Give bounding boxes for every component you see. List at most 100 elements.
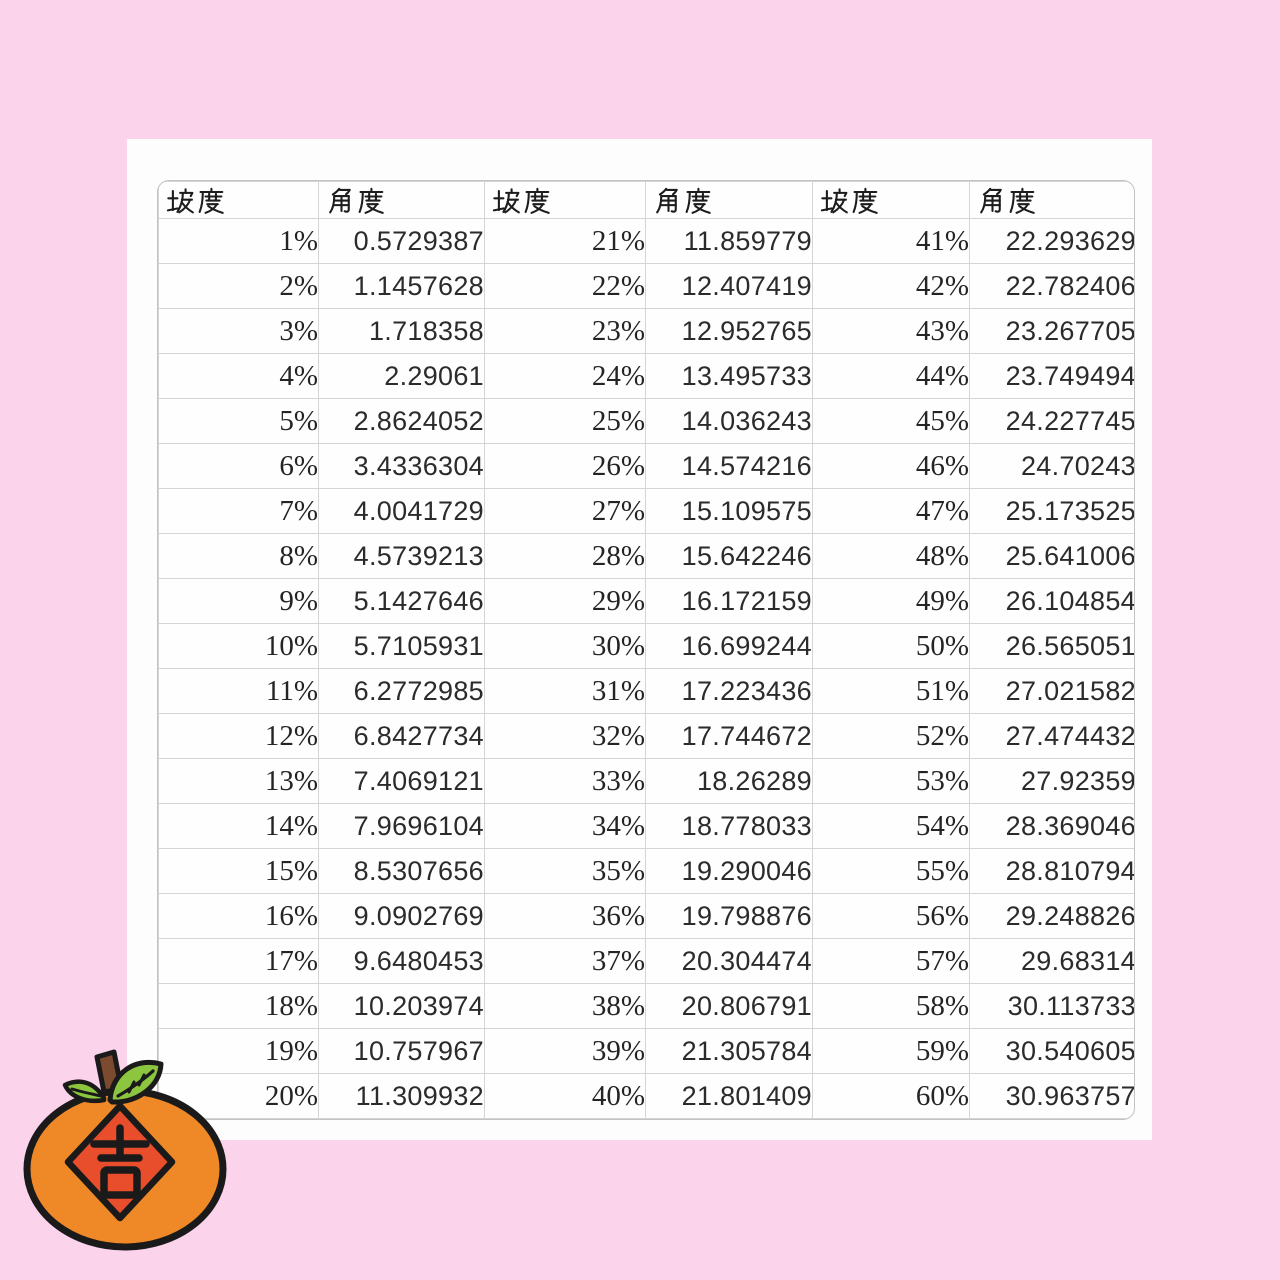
slope-cell: 59%: [812, 1028, 970, 1074]
slope-header-glyph: [820, 187, 878, 214]
table-row: 18% 10.203974 38% 20.806791 58% 30.113733: [158, 983, 1134, 1029]
angle-cell: 30.963757: [969, 1073, 1134, 1119]
table-row: 8% 4.5739213 28% 15.642246 48% 25.641006: [158, 533, 1134, 579]
slope-cell: 44%: [812, 353, 970, 399]
angle-cell: 25.641006: [969, 533, 1134, 579]
column-header-label: 坡度: [226, 184, 227, 185]
angle-cell: 27.021582: [969, 668, 1134, 714]
angle-cell: 20.304474: [645, 938, 813, 984]
column-header-angle-3: 角度: [969, 181, 1134, 219]
slope-cell: 4%: [158, 353, 319, 399]
slope-cell: 22%: [484, 263, 646, 309]
angle-cell: 1.1457628: [318, 263, 485, 309]
angle-cell: 18.26289: [645, 758, 813, 804]
conversion-table: 坡度 角度 坡度 角度: [158, 181, 1134, 1119]
slope-cell: 14%: [158, 803, 319, 849]
angle-cell: 19.798876: [645, 893, 813, 939]
angle-cell: 27.474432: [969, 713, 1134, 759]
column-header-slope-3: 坡度: [812, 181, 970, 219]
slope-cell: 33%: [484, 758, 646, 804]
slope-cell: 42%: [812, 263, 970, 309]
angle-cell: 23.749494: [969, 353, 1134, 399]
angle-cell: 21.305784: [645, 1028, 813, 1074]
slope-cell: 18%: [158, 983, 319, 1029]
slope-cell: 5%: [158, 398, 319, 444]
leaf-left-icon: [62, 1079, 107, 1103]
table-card: 坡度 角度 坡度 角度: [127, 139, 1152, 1140]
slope-cell: 43%: [812, 308, 970, 354]
slope-cell: 21%: [484, 218, 646, 264]
angle-cell: 24.227745: [969, 398, 1134, 444]
ji-character: [90, 1124, 150, 1199]
angle-cell: 21.801409: [645, 1073, 813, 1119]
angle-cell: 8.5307656: [318, 848, 485, 894]
column-header-label: 角度: [1037, 184, 1038, 185]
table-row: 6% 3.4336304 26% 14.574216 46% 24.70243: [158, 443, 1134, 489]
slope-cell: 36%: [484, 893, 646, 939]
slope-header-glyph: [492, 187, 550, 214]
angle-cell: 17.223436: [645, 668, 813, 714]
angle-cell: 22.782406: [969, 263, 1134, 309]
slope-cell: 28%: [484, 533, 646, 579]
slope-cell: 30%: [484, 623, 646, 669]
table-row: 5% 2.8624052 25% 14.036243 45% 24.227745: [158, 398, 1134, 444]
slope-cell: 1%: [158, 218, 319, 264]
slope-cell: 23%: [484, 308, 646, 354]
diamond-badge: [64, 1102, 176, 1222]
slope-cell: 32%: [484, 713, 646, 759]
angle-cell: 9.6480453: [318, 938, 485, 984]
table-row: 16% 9.0902769 36% 19.798876 56% 29.248826: [158, 893, 1134, 939]
angle-cell: 5.1427646: [318, 578, 485, 624]
slope-cell: 52%: [812, 713, 970, 759]
tangerine-mascot: [23, 1049, 227, 1251]
table-row: 14% 7.9696104 34% 18.778033 54% 28.369046: [158, 803, 1134, 849]
table-row: 15% 8.5307656 35% 19.290046 55% 28.810794: [158, 848, 1134, 894]
slope-cell: 46%: [812, 443, 970, 489]
angle-cell: 18.778033: [645, 803, 813, 849]
angle-cell: 23.267705: [969, 308, 1134, 354]
slope-cell: 49%: [812, 578, 970, 624]
table-row: 7% 4.0041729 27% 15.109575 47% 25.173525: [158, 488, 1134, 534]
angle-header-glyph: [656, 187, 711, 214]
angle-cell: 15.642246: [645, 533, 813, 579]
slope-cell: 57%: [812, 938, 970, 984]
slope-cell: 40%: [484, 1073, 646, 1119]
angle-cell: 5.7105931: [318, 623, 485, 669]
slope-cell: 47%: [812, 488, 970, 534]
angle-cell: 6.8427734: [318, 713, 485, 759]
angle-cell: 25.173525: [969, 488, 1134, 534]
slope-cell: 20%: [158, 1073, 319, 1119]
angle-cell: 12.407419: [645, 263, 813, 309]
slope-cell: 58%: [812, 983, 970, 1029]
slope-cell: 34%: [484, 803, 646, 849]
angle-header-glyph: [329, 187, 384, 214]
slope-cell: 9%: [158, 578, 319, 624]
table-row: 9% 5.1427646 29% 16.172159 49% 26.104854: [158, 578, 1134, 624]
column-header-label: 坡度: [880, 184, 881, 185]
slope-cell: 7%: [158, 488, 319, 534]
angle-cell: 15.109575: [645, 488, 813, 534]
angle-cell: 24.70243: [969, 443, 1134, 489]
angle-cell: 7.9696104: [318, 803, 485, 849]
slope-angle-table: 坡度 角度 坡度 角度: [157, 180, 1135, 1120]
angle-cell: 11.859779: [645, 218, 813, 264]
angle-cell: 17.744672: [645, 713, 813, 759]
slope-cell: 16%: [158, 893, 319, 939]
column-header-slope-1: 坡度: [158, 181, 319, 219]
slope-cell: 35%: [484, 848, 646, 894]
slope-cell: 27%: [484, 488, 646, 534]
angle-cell: 6.2772985: [318, 668, 485, 714]
slope-cell: 6%: [158, 443, 319, 489]
angle-cell: 26.104854: [969, 578, 1134, 624]
slope-cell: 54%: [812, 803, 970, 849]
angle-cell: 13.495733: [645, 353, 813, 399]
table-header-row: 坡度 角度 坡度 角度: [158, 181, 1134, 219]
slope-cell: 41%: [812, 218, 970, 264]
slope-cell: 37%: [484, 938, 646, 984]
table-row: 1% 0.5729387 21% 11.859779 41% 22.293629: [158, 218, 1134, 264]
table-row: 11% 6.2772985 31% 17.223436 51% 27.021582: [158, 668, 1134, 714]
slope-cell: 39%: [484, 1028, 646, 1074]
angle-cell: 11.309932: [318, 1073, 485, 1119]
table-row: 12% 6.8427734 32% 17.744672 52% 27.474432: [158, 713, 1134, 759]
